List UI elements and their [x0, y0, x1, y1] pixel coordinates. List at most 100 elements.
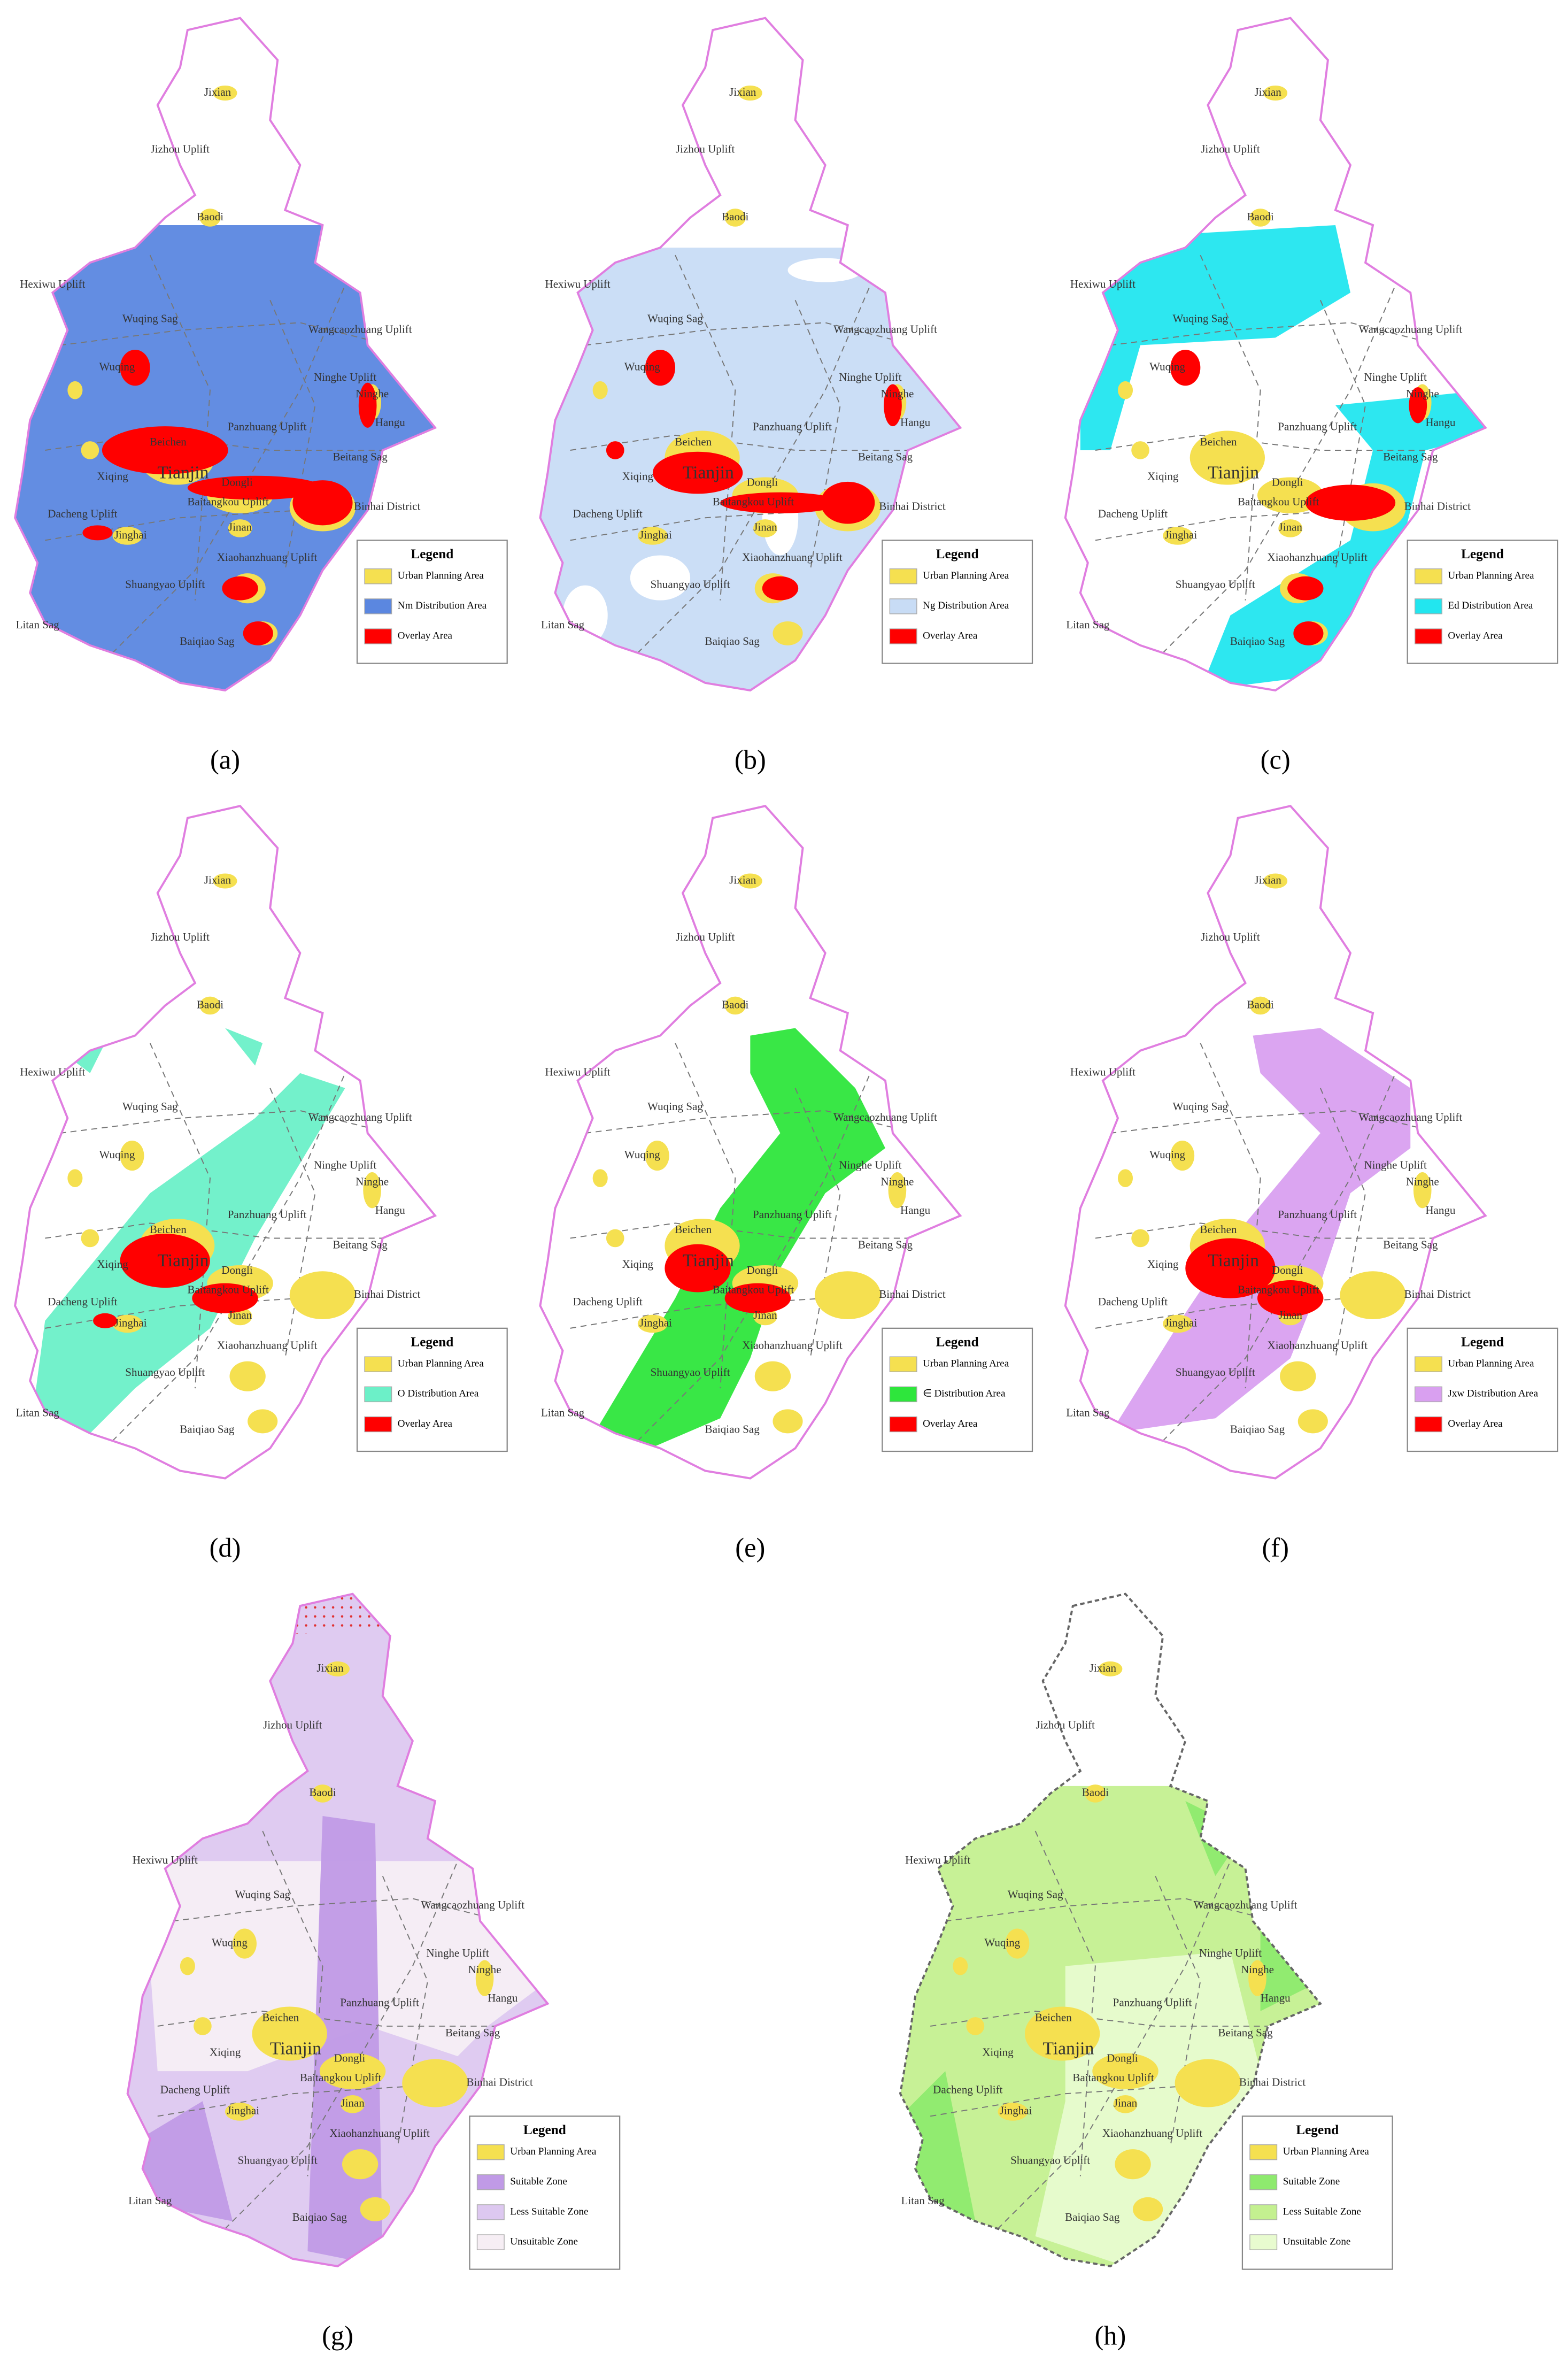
place-label: Dacheng Uplift	[1098, 1295, 1168, 1308]
place-label: Jixian	[204, 86, 231, 98]
overlay-area	[292, 480, 353, 526]
urban-area	[112, 527, 143, 545]
place-label: Panzhuang Uplift	[340, 1996, 419, 2009]
boundary	[14, 804, 437, 1480]
urban-area	[233, 1928, 257, 1959]
place-label: Beitang Sag	[858, 450, 913, 463]
place-label: Baitangkou Uplift	[187, 495, 269, 508]
urban-area	[194, 2017, 212, 2035]
place-label: Wuqing Sag	[1008, 1888, 1063, 1901]
legend-text: Unsuitable Zone	[1283, 2236, 1351, 2247]
overlay-area	[187, 475, 323, 500]
legend-swatch	[476, 2144, 505, 2160]
legend-text: Urban Planning Area	[1283, 2146, 1370, 2157]
place-label: Litan Sag	[128, 2194, 172, 2207]
map-fill	[30, 873, 391, 1464]
legend-text: Suitable Zone	[1283, 2176, 1340, 2187]
legend-swatch	[364, 628, 392, 644]
place-label: Baodi	[722, 998, 748, 1011]
urban-area	[724, 209, 746, 227]
place-label: Jinan	[753, 1309, 777, 1321]
place-label: Hexiwu Uplift	[545, 1066, 611, 1079]
overlay-area	[358, 382, 377, 428]
place-label: Jizhou Uplift	[1201, 930, 1260, 943]
urban-area	[213, 85, 237, 101]
urban-area	[199, 209, 221, 227]
place-label: Ninghe	[468, 1963, 501, 1976]
place-label: Dacheng Uplift	[160, 2083, 230, 2096]
fault-line	[1095, 434, 1441, 451]
legend-text: Jxw Distribution Area	[1448, 1388, 1538, 1399]
place-label: Xiaohanzhuang Uplift	[217, 1338, 318, 1351]
place-label: Wuqing	[212, 1936, 248, 1949]
place-label: Dongli	[221, 1264, 253, 1276]
place-label: Beitang Sag	[1383, 450, 1438, 463]
place-label: Jizhou Uplift	[676, 142, 735, 155]
place-label: Beichen	[1200, 435, 1237, 448]
place-label: Beichen	[150, 1223, 187, 1236]
place-label: Beitang Sag	[333, 450, 388, 463]
place-label: Xiqing	[622, 1258, 654, 1271]
urban-area	[120, 1141, 144, 1171]
legend-swatch	[1249, 2144, 1278, 2160]
place-label: Baitangkou Uplift	[713, 1283, 794, 1296]
urban-area	[228, 519, 252, 537]
legend-swatch	[476, 2234, 505, 2250]
urban-area	[1131, 1229, 1149, 1248]
place-label: Hangu	[1425, 1204, 1456, 1217]
place-label: Jinghai	[639, 1316, 672, 1329]
urban-area	[1005, 1928, 1030, 1959]
overlay-area	[720, 492, 840, 513]
overlay-area	[1185, 1238, 1276, 1298]
legend-text: Urban Planning Area	[398, 570, 484, 581]
urban-area	[1413, 1172, 1432, 1209]
urban-area	[888, 1172, 907, 1209]
gap-area	[630, 555, 691, 601]
legend-swatch	[1414, 1416, 1442, 1433]
place-label: Jizhou Uplift	[151, 142, 210, 155]
place-label: Jizhou Uplift	[1201, 142, 1260, 155]
place-label: Wuqing	[1149, 360, 1185, 373]
overlay-area	[93, 1313, 117, 1328]
place-label: Shuangyao Uplift	[1010, 2153, 1090, 2166]
fault-line	[1095, 1297, 1351, 1329]
place-label: Hexiwu Uplift	[905, 1853, 970, 1866]
fault-line	[1095, 1222, 1441, 1239]
legend-text: Urban Planning Area	[923, 570, 1009, 581]
urban-area	[225, 2103, 256, 2121]
place-label: Binhai District	[354, 499, 421, 512]
fault-line	[675, 1043, 736, 1389]
legend-swatch	[364, 598, 392, 614]
fault-line	[1034, 1830, 1096, 2176]
place-label: Jixian	[729, 86, 756, 98]
place-label: Jinan	[753, 521, 777, 534]
urban-area	[1163, 527, 1193, 545]
place-label: Hexiwu Uplift	[20, 278, 85, 290]
urban-area	[773, 1409, 803, 1434]
place-label: Wuqing Sag	[1172, 1100, 1228, 1113]
legend-text: ∈ Distribution Area	[923, 1388, 1006, 1399]
place-label: Hexiwu Uplift	[1070, 278, 1136, 290]
place-label: Ninghe	[1406, 387, 1439, 400]
place-label: Beichen	[1035, 2011, 1072, 2024]
place-label: Tianjin	[270, 2039, 321, 2059]
place-label: Ninghe	[1241, 1963, 1274, 1976]
urban-area	[966, 2017, 985, 2035]
place-label: Beichen	[150, 435, 187, 448]
distribution-area	[1080, 225, 1350, 450]
place-label: Tianjin	[683, 463, 734, 483]
urban-area	[724, 996, 746, 1015]
urban-area	[592, 1169, 608, 1188]
panel-label: (d)	[210, 1533, 241, 1563]
place-label: Baitangkou Uplift	[713, 495, 794, 508]
place-label: Baodi	[309, 1786, 336, 1799]
urban-area	[1085, 1784, 1106, 1803]
fault-line	[570, 434, 916, 451]
fault-line	[945, 1898, 1276, 1922]
place-label: Jinan	[1279, 521, 1303, 534]
place-label: Panzhuang Uplift	[1278, 1208, 1357, 1221]
legend-swatch	[364, 568, 392, 584]
overlay-area	[120, 349, 150, 386]
urban-area	[637, 527, 668, 545]
fault-line	[149, 255, 211, 601]
